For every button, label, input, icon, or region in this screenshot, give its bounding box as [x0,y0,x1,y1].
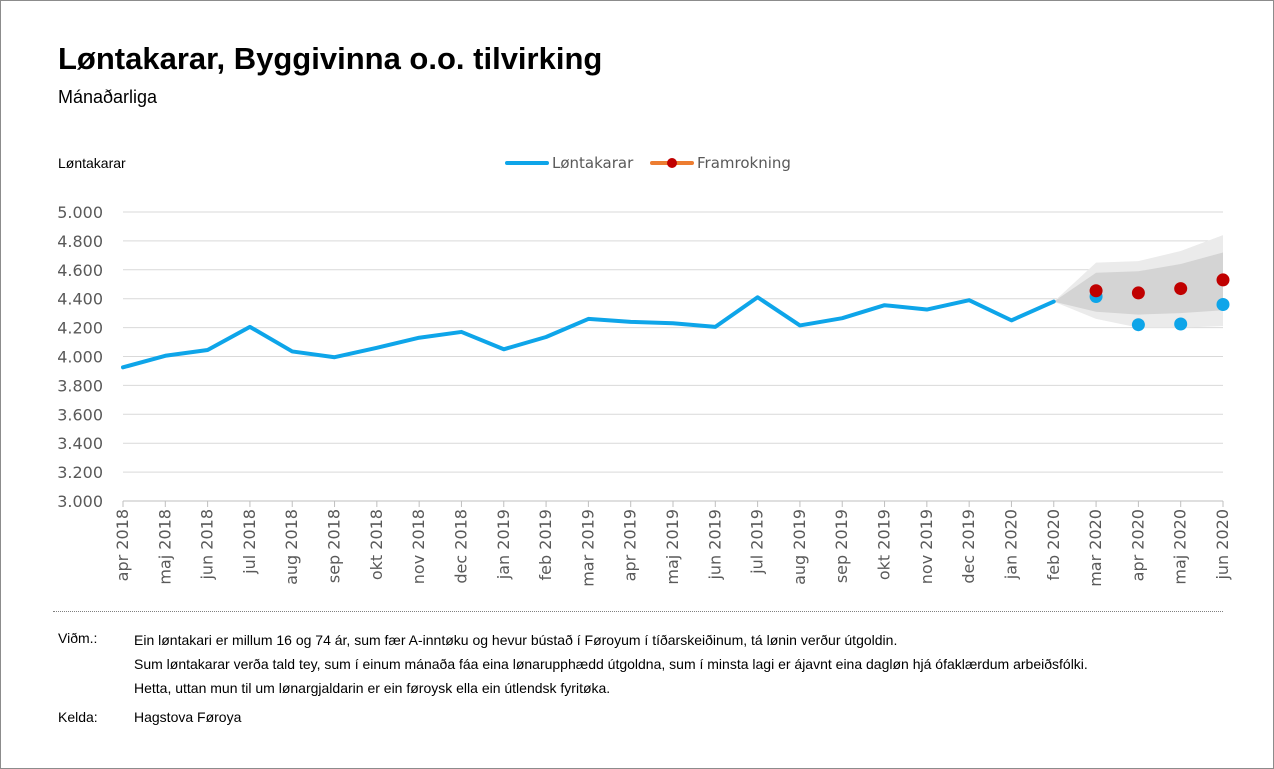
data-point-framrokning [1174,282,1188,296]
legend-label-lontakarar: Løntakarar [552,154,634,172]
x-tick-label: jan 2019 [494,509,513,580]
x-tick-label: dec 2019 [959,509,978,584]
note-line: Hetta, uttan mun til um lønargjaldarin e… [134,680,611,696]
x-tick-label: jul 2019 [748,509,767,575]
y-tick-label: 4.800 [57,232,103,251]
y-tick-label: 3.000 [57,492,103,511]
x-tick-label: nov 2019 [917,509,936,584]
x-tick-label: sep 2018 [325,509,344,583]
data-point-lontakarar [1216,297,1230,311]
x-tick-label: feb 2020 [1044,509,1063,580]
y-tick-label: 3.800 [57,376,103,395]
y-tick-label: 3.400 [57,434,103,453]
x-tick-label: feb 2019 [536,509,555,580]
x-tick-label: mar 2019 [578,509,597,587]
x-tick-label: mar 2020 [1086,509,1105,587]
y-tick-label: 4.600 [57,261,103,280]
x-axis-ticks: apr 2018 maj 2018 jun 2018 jul 2018 aug 2018… [113,509,1232,587]
legend-label-framrokning: Framrokning [697,154,791,172]
x-tick-label: okt 2018 [367,509,386,580]
x-tick-label: apr 2018 [113,509,132,581]
note-line: Sum løntakarar verða tald tey, sum í ein… [134,656,1088,672]
x-tick-label: apr 2020 [1128,509,1147,581]
data-point-framrokning [1216,273,1230,287]
data-point-framrokning [1131,286,1145,300]
x-tick-label: maj 2018 [155,509,174,585]
x-tick-label: jul 2018 [240,509,259,575]
y-tick-label: 4.400 [57,290,103,309]
x-tick-label: jan 2020 [1001,509,1020,580]
source-label: Kelda: [58,709,98,725]
x-tick-label: jun 2020 [1213,509,1232,581]
divider [53,611,1223,612]
x-tick-label: maj 2019 [663,509,682,585]
data-point-lontakarar [1131,318,1145,332]
note-line: Ein løntakari er millum 16 og 74 ár, sum… [134,632,898,648]
source-text: Hagstova Føroya [134,709,242,725]
chart-title: Løntakarar, Byggivinna o.o. tilvirking [58,41,603,76]
y-tick-label: 3.200 [57,463,103,482]
data-point-framrokning [1089,284,1103,298]
x-tick-label: okt 2019 [875,509,894,580]
x-tick-label: aug 2018 [282,509,301,585]
x-tick-label: nov 2018 [409,509,428,584]
y-axis-ticks: 3.000 3.200 3.400 3.600 3.800 4.000 4.200 4.400… [57,203,103,511]
y-tick-label: 4.200 [57,319,103,338]
line-chart: 3.000 3.200 3.400 3.600 3.800 4.000 4.200 4.400… [57,154,1232,587]
x-tick-label: jun 2019 [705,509,724,581]
data-point-lontakarar [1174,317,1188,331]
notes-label: Viðm.: [58,630,98,646]
x-axis [122,500,1224,507]
y-tick-label: 4.000 [57,348,103,367]
x-tick-label: dec 2018 [451,509,470,584]
y-tick-label: 3.600 [57,405,103,424]
chart-subtitle: Mánaðarliga [58,87,158,107]
x-tick-label: sep 2019 [832,509,851,583]
y-axis-label: Løntakarar [58,155,126,171]
forecast-band [1053,235,1223,328]
legend-item-framrokning: Framrokning [650,154,791,172]
legend-item-lontakarar: Løntakarar [505,154,634,172]
x-tick-label: maj 2020 [1171,509,1190,585]
x-tick-label: jun 2018 [198,509,217,581]
legend-swatch-marker [667,158,677,168]
y-tick-label: 5.000 [57,203,103,222]
x-tick-label: apr 2019 [621,509,640,581]
gridlines [123,211,1223,473]
series [121,273,1230,370]
x-tick-label: aug 2019 [790,509,809,585]
legend: Løntakarar Framrokning [505,154,791,172]
series-line-lontakarar [121,295,1056,370]
